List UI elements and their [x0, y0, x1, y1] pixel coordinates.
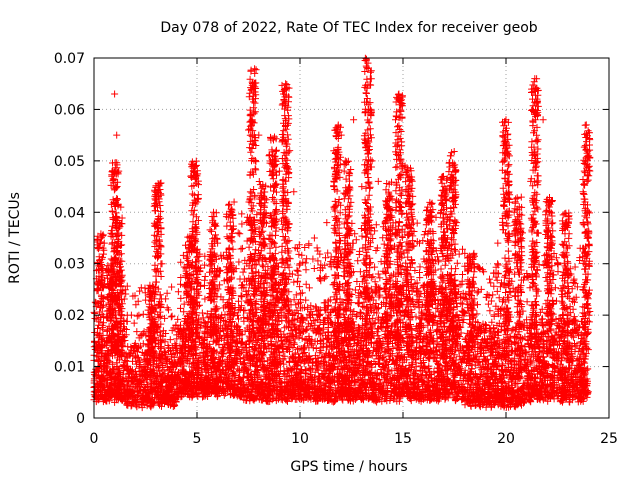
- x-tick-label: 25: [600, 431, 618, 447]
- x-tick-label: 5: [193, 431, 202, 447]
- tick-labels: 0 5 10 15 20 25 0 0.01 0.02 0.03 0.04 0.05 0.06 0.07: [54, 51, 618, 447]
- x-tick-label: 10: [291, 431, 309, 447]
- x-tick-label: 20: [497, 431, 515, 447]
- y-tick-label: 0.02: [54, 308, 85, 324]
- y-tick-label: 0.07: [54, 51, 85, 67]
- y-tick-label: 0: [76, 411, 85, 427]
- y-tick-label: 0.06: [54, 102, 85, 118]
- chart-title: Day 078 of 2022, Rate Of TEC Index for r…: [160, 20, 537, 36]
- x-tick-label: 0: [90, 431, 99, 447]
- axis-ticks: [93, 57, 610, 419]
- y-tick-label: 0.03: [54, 257, 85, 273]
- y-tick-label: 0.01: [54, 360, 85, 376]
- plot-frame: [93, 57, 610, 419]
- y-axis-label: ROTI / TECUs: [7, 192, 23, 284]
- roti-data-markers: [90, 54, 594, 412]
- y-tick-label: 0.05: [54, 154, 85, 170]
- x-tick-label: 15: [394, 431, 412, 447]
- data-points: [90, 54, 594, 412]
- y-tick-label: 0.04: [54, 205, 85, 221]
- x-axis-label: GPS time / hours: [290, 459, 407, 475]
